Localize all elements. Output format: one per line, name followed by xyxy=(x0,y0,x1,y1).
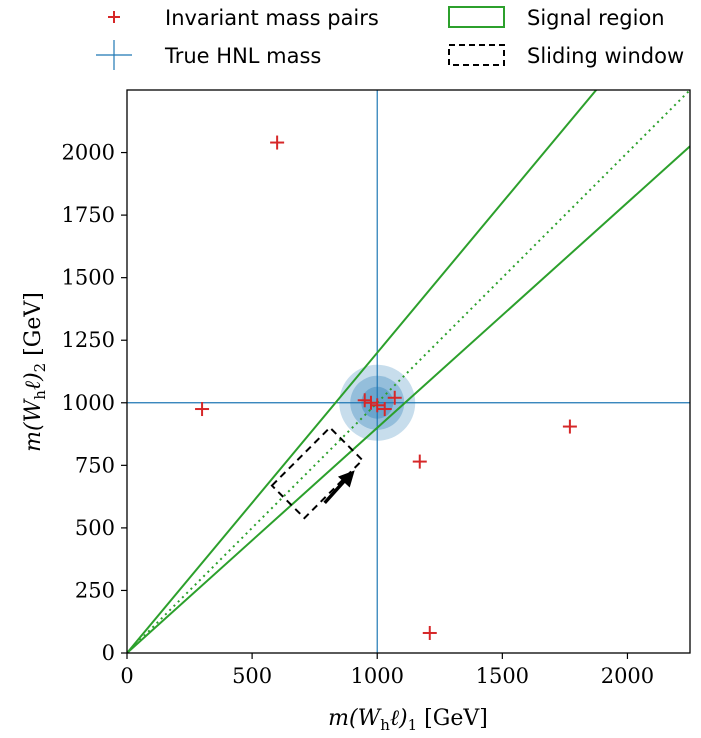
x-label-part-2: ℓ) xyxy=(390,706,408,731)
x-tick-label-1: 500 xyxy=(232,664,272,688)
legend-label-sliding-window: Sliding window xyxy=(527,44,684,68)
y-label-part-2: ℓ) xyxy=(21,372,46,390)
y-tick-label-5: 1250 xyxy=(62,328,115,352)
dashed-box-icon xyxy=(448,44,505,66)
y-label-unit: [GeV] xyxy=(21,292,46,363)
signal-region-upper-line xyxy=(127,90,598,653)
legend-item-true-mass: True HNL mass xyxy=(96,40,321,70)
blue-cross-icon xyxy=(96,40,132,70)
sliding-window xyxy=(270,426,364,520)
x-label-part-1: m(W xyxy=(328,706,382,731)
data-point-4 xyxy=(422,625,437,640)
plot-area xyxy=(127,90,690,653)
x-label-unit: [GeV] xyxy=(417,706,488,731)
x-tick-label-4: 2000 xyxy=(601,664,654,688)
data-point-2 xyxy=(562,419,577,434)
data-point-5 xyxy=(357,393,372,408)
x-tick-label-3: 1500 xyxy=(476,664,529,688)
legend-label-true-mass: True HNL mass xyxy=(164,44,321,68)
data-point-9 xyxy=(387,390,402,405)
legend-item-invariant-mass: Invariant mass pairs xyxy=(108,6,379,30)
direction-arrow-shaft xyxy=(323,477,349,505)
y-tick-label-1: 250 xyxy=(75,578,115,602)
axis-ticks: 0 500 1000 1500 2000 0 250 500 750 1000 1250 1500 17… xyxy=(62,141,655,688)
signal-region-lower-line xyxy=(127,145,690,653)
y-label-sub-h: h xyxy=(31,390,49,400)
legend-label-signal-region: Signal region xyxy=(527,6,665,30)
y-label-part-1: m(W xyxy=(21,397,46,451)
legend: Invariant mass pairs True HNL mass Signa… xyxy=(96,6,684,70)
y-label-sub-2: 2 xyxy=(31,363,49,373)
legend-item-sliding-window: Sliding window xyxy=(448,44,684,68)
x-axis-label: m(Whℓ)1 [GeV] xyxy=(328,706,488,734)
data-point-3 xyxy=(412,454,427,469)
legend-label-invariant-mass: Invariant mass pairs xyxy=(165,6,379,30)
data-point-8 xyxy=(377,402,392,417)
x-tick-label-0: 0 xyxy=(120,664,133,688)
y-axis-label: m(Whℓ)2 [GeV] xyxy=(21,292,49,452)
y-tick-label-0: 0 xyxy=(102,641,115,665)
y-tick-label-8: 2000 xyxy=(62,141,115,165)
y-tick-label-4: 1000 xyxy=(62,391,115,415)
direction-arrow-head xyxy=(337,470,355,488)
sliding-window-box xyxy=(270,426,364,520)
y-tick-label-7: 1750 xyxy=(62,203,115,227)
signal-region-center-line xyxy=(127,90,690,653)
plot-frame xyxy=(126,89,691,654)
x-label-sub-1: 1 xyxy=(408,716,418,734)
data-point-7 xyxy=(370,398,385,413)
data-point-6 xyxy=(363,395,378,410)
legend-item-signal-region: Signal region xyxy=(448,6,665,30)
y-tick-label-2: 500 xyxy=(75,516,115,540)
data-point-1 xyxy=(195,402,210,417)
y-tick-label-6: 1500 xyxy=(62,266,115,290)
data-point-0 xyxy=(270,135,285,150)
x-label-sub-h: h xyxy=(380,716,390,734)
red-plus-icon xyxy=(108,11,120,23)
y-tick-label-3: 750 xyxy=(75,453,115,477)
x-tick-label-2: 1000 xyxy=(350,664,403,688)
green-box-icon xyxy=(448,6,505,28)
